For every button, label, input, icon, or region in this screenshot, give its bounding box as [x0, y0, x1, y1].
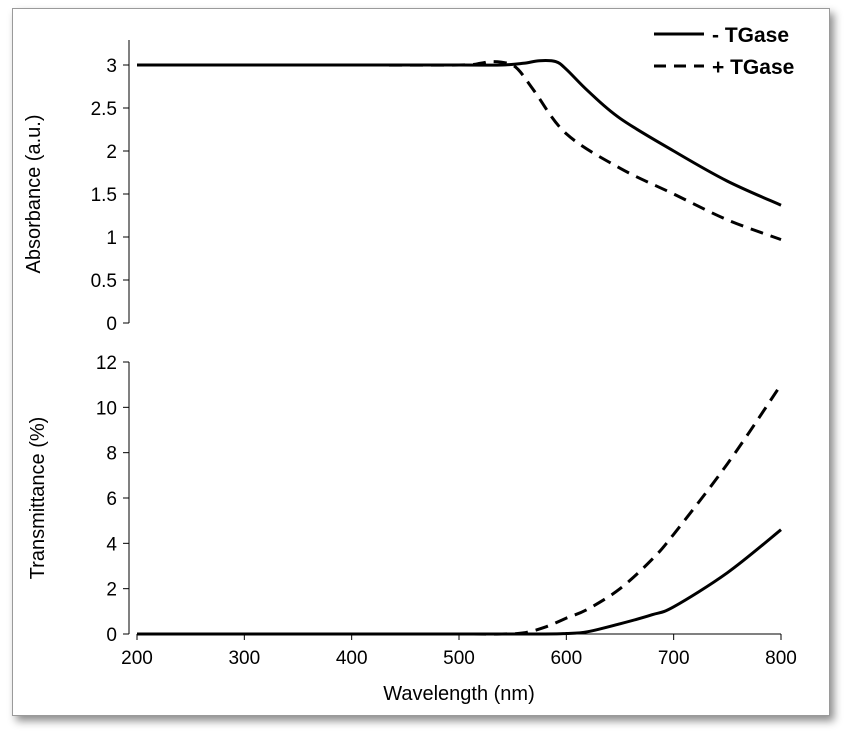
transmittance-x-tick-label: 800	[765, 648, 797, 669]
transmittance-y-tick-label: 4	[106, 534, 117, 555]
absorbance-y-tick-label: 3	[106, 56, 117, 77]
absorbance-y-tick-label: 2	[106, 142, 117, 163]
transmittance-y-tick-label: 2	[106, 580, 117, 601]
transmittance-y-tick-label: 12	[96, 353, 117, 374]
legend-label-plus-tgase: + TGase	[712, 56, 794, 79]
transmittance-x-axis-title: Wavelength (nm)	[383, 683, 535, 705]
transmittance-x-tick-label: 500	[443, 648, 475, 669]
transmittance-x-tick-label: 400	[336, 648, 368, 669]
legend-label-minus-tgase: - TGase	[712, 24, 789, 47]
absorbance-y-tick-label: 1	[106, 228, 117, 249]
absorbance-y-axis-title: Absorbance (a.u.)	[23, 115, 45, 274]
transmittance-series-minus-tgase-line	[137, 528, 782, 636]
absorbance-series-minus-tgase-line	[137, 58, 782, 207]
transmittance-x-tick-label: 600	[550, 648, 582, 669]
transmittance-x-tick-label: 200	[121, 648, 153, 669]
transmittance-x-tick-label: 700	[658, 648, 690, 669]
transmittance-y-axis-title: Transmittance (%)	[27, 417, 49, 580]
transmittance-y-tick-label: 0	[106, 625, 117, 646]
absorbance-y-tick-label: 0	[106, 314, 117, 335]
absorbance-y-tick-label: 1.5	[91, 185, 117, 206]
transmittance-y-tick-label: 8	[106, 444, 117, 465]
absorbance-y-tick-label: 2.5	[91, 99, 117, 120]
absorbance-series-plus-tgase-line	[137, 60, 782, 242]
absorbance-y-tick-label: 0.5	[91, 271, 117, 292]
figure-frame	[12, 8, 830, 716]
transmittance-y-tick-label: 6	[106, 489, 117, 510]
transmittance-x-tick-label: 300	[228, 648, 260, 669]
transmittance-series-plus-tgase-line	[137, 383, 783, 636]
transmittance-y-tick-label: 10	[96, 398, 117, 419]
